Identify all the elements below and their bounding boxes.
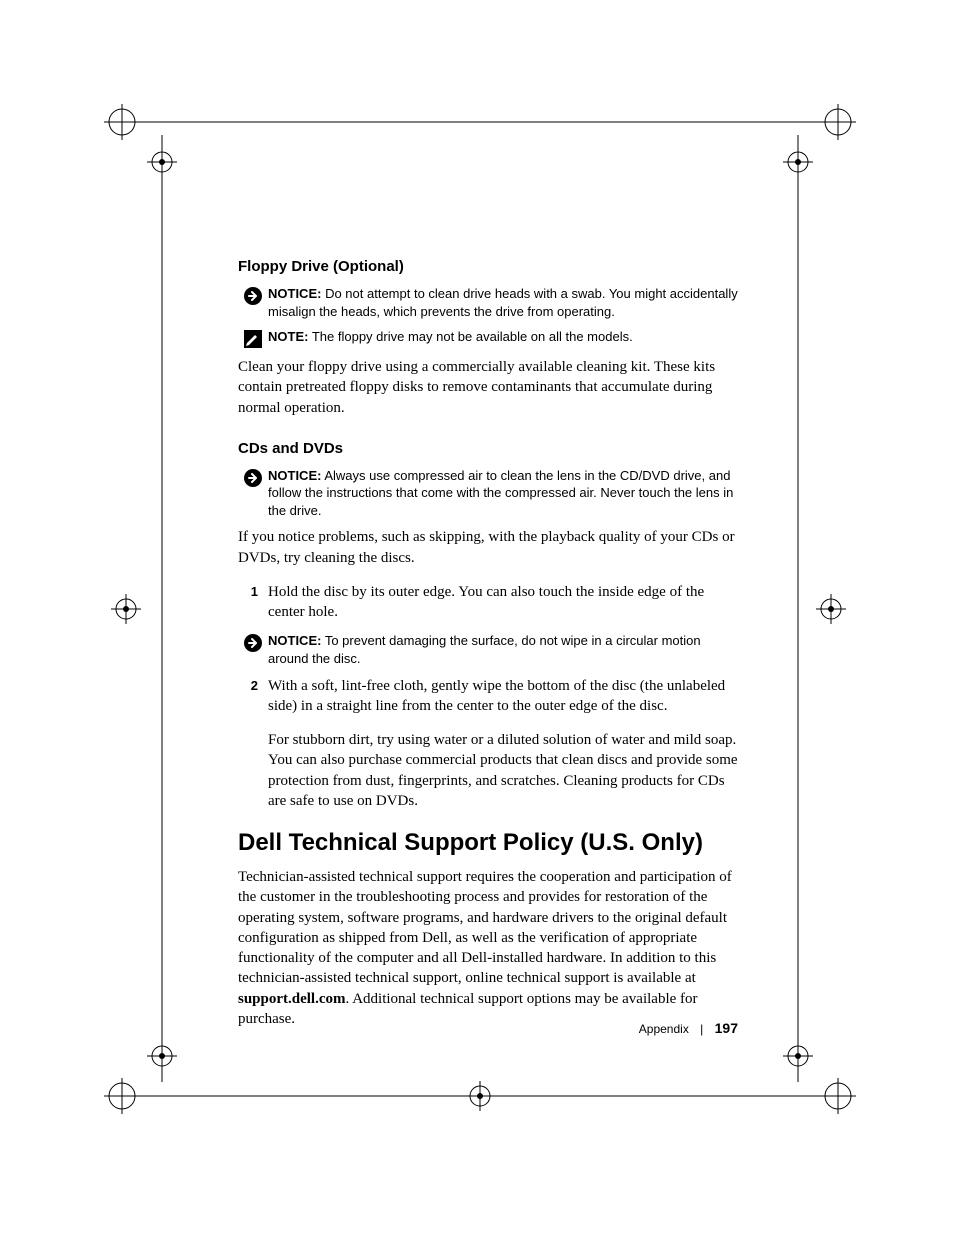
note-icon	[238, 328, 268, 349]
footer-separator: |	[700, 1022, 703, 1036]
floppy-body: Clean your floppy drive using a commerci…	[238, 357, 738, 418]
footer-section: Appendix	[639, 1022, 689, 1036]
notice-cds-1: NOTICE: Always use compressed air to cle…	[238, 467, 738, 520]
note-text: NOTE: The floppy drive may not be availa…	[268, 328, 738, 346]
cds-intro: If you notice problems, such as skipping…	[238, 527, 738, 568]
page-number: 197	[715, 1020, 738, 1036]
step-number: 1	[238, 582, 268, 599]
page-footer: Appendix | 197	[238, 1020, 738, 1036]
support-link: support.dell.com	[238, 991, 346, 1007]
step-body: With a soft, lint-free cloth, gently wip…	[268, 676, 738, 812]
notice-icon	[238, 285, 268, 306]
notice-text: NOTICE: Always use compressed air to cle…	[268, 467, 738, 520]
notice-cds-2: NOTICE: To prevent damaging the surface,…	[238, 632, 738, 667]
notice-floppy: NOTICE: Do not attempt to clean drive he…	[238, 285, 738, 320]
step-number: 2	[238, 676, 268, 693]
notice-icon	[238, 467, 268, 488]
support-body: Technician-assisted technical support re…	[238, 867, 738, 1029]
notice-text: NOTICE: To prevent damaging the surface,…	[268, 632, 738, 667]
heading-cds: CDs and DVDs	[238, 440, 738, 457]
notice-icon	[238, 632, 268, 653]
step-2: 2 With a soft, lint-free cloth, gently w…	[238, 676, 738, 812]
step-1: 1 Hold the disc by its outer edge. You c…	[238, 582, 738, 623]
step-body: Hold the disc by its outer edge. You can…	[268, 582, 738, 623]
page-content: Floppy Drive (Optional) NOTICE: Do not a…	[238, 258, 738, 1043]
heading-support: Dell Technical Support Policy (U.S. Only…	[238, 829, 738, 857]
note-floppy: NOTE: The floppy drive may not be availa…	[238, 328, 738, 349]
notice-text: NOTICE: Do not attempt to clean drive he…	[268, 285, 738, 320]
heading-floppy: Floppy Drive (Optional)	[238, 258, 738, 275]
